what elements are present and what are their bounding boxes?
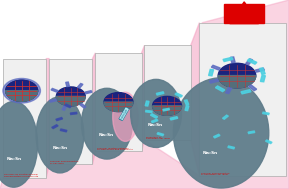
Polygon shape [142,45,144,151]
Bar [151,114,158,118]
Bar [262,112,269,115]
Bar [3,59,46,178]
Wedge shape [6,91,38,101]
Bar [260,75,265,82]
Bar [266,140,272,144]
Bar [56,118,63,121]
Ellipse shape [113,92,138,141]
Bar [65,104,71,108]
Bar [175,93,182,97]
Text: Thermal decomposition
of Secondary SEI layer: Thermal decomposition of Secondary SEI l… [201,173,229,175]
Text: Formation of
Secondary SEI layer: Formation of Secondary SEI layer [146,137,170,139]
Bar [255,68,264,72]
Bar [151,119,158,123]
Circle shape [3,78,40,103]
Text: Na$_x$Sn: Na$_x$Sn [98,132,115,139]
Bar [223,115,228,119]
Circle shape [6,80,38,101]
Bar [145,110,152,113]
Text: Thermal reaction between
Sn-free anode and electrolyte: Thermal reaction between Sn-free anode a… [97,148,132,150]
Bar [60,129,67,132]
Polygon shape [46,59,49,178]
Bar [199,23,286,176]
Bar [223,57,233,62]
Bar [230,57,235,63]
Bar [185,106,189,111]
Bar [215,86,225,92]
Bar [249,85,257,91]
Wedge shape [218,76,256,88]
Bar [145,101,149,106]
Ellipse shape [0,101,38,187]
Circle shape [56,87,85,106]
Bar [228,146,235,149]
Bar [77,84,83,88]
Bar [51,88,58,92]
Circle shape [218,63,256,88]
Text: Na$_x$Sn: Na$_x$Sn [202,150,219,157]
Bar [70,112,77,115]
Bar [241,90,251,94]
Bar [62,106,67,110]
Bar [224,4,264,23]
Bar [52,125,58,129]
Bar [247,59,257,64]
Ellipse shape [36,97,84,173]
Bar [248,131,255,134]
Bar [95,53,142,151]
Text: Na$_x$Sn: Na$_x$Sn [6,156,22,163]
Wedge shape [153,106,181,115]
Bar [209,69,214,76]
Text: Na$_x$Sn: Na$_x$Sn [52,144,68,152]
Ellipse shape [173,78,269,188]
Bar [260,68,265,74]
Bar [210,79,218,83]
Polygon shape [230,2,259,24]
Circle shape [6,80,38,101]
Bar [49,59,92,164]
Ellipse shape [131,79,181,147]
Bar [80,104,86,108]
Wedge shape [6,91,38,101]
Wedge shape [104,102,133,112]
Text: SEI layer by electrochemical
decomposition of electrolyte: SEI layer by electrochemical decompositi… [4,174,38,177]
Bar [184,100,189,105]
Ellipse shape [81,88,132,159]
Bar [163,108,170,111]
Bar [226,88,232,94]
Polygon shape [191,23,199,176]
Text: Na$_x$Sn: Na$_x$Sn [147,121,164,129]
Bar [170,117,178,120]
Bar [214,134,220,138]
Bar [144,45,191,140]
Bar [85,91,92,94]
Circle shape [153,96,181,115]
Bar [246,59,253,65]
Circle shape [104,93,133,112]
Text: Electrolyte: Electrolyte [119,107,129,121]
Polygon shape [92,53,95,164]
Text: Thermal decomposition
of SEI layer: Thermal decomposition of SEI layer [50,161,79,164]
Bar [50,99,57,102]
Bar [66,82,69,87]
Bar [157,133,164,136]
Wedge shape [56,96,85,106]
Bar [156,92,164,95]
Bar [211,65,220,70]
